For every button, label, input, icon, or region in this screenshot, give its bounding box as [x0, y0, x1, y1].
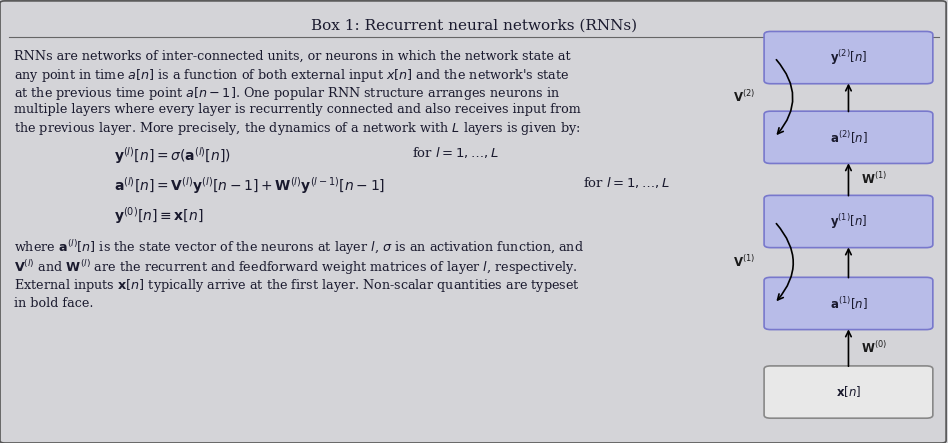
Text: Box 1: Recurrent neural networks (RNNs): Box 1: Recurrent neural networks (RNNs) — [311, 19, 637, 33]
FancyBboxPatch shape — [764, 31, 933, 84]
FancyBboxPatch shape — [764, 366, 933, 418]
Text: $\mathbf{y}^{(2)}[n]$: $\mathbf{y}^{(2)}[n]$ — [830, 48, 867, 67]
Text: for $l = 1, \ldots, L$: for $l = 1, \ldots, L$ — [412, 145, 500, 160]
Text: $\mathbf{W}^{(1)}$: $\mathbf{W}^{(1)}$ — [861, 171, 886, 187]
Text: for $l = 1, \ldots, L$: for $l = 1, \ldots, L$ — [583, 175, 670, 190]
FancyBboxPatch shape — [764, 277, 933, 330]
Text: $\mathbf{a}^{(1)}[n]$: $\mathbf{a}^{(1)}[n]$ — [830, 295, 867, 312]
Text: where $\mathbf{a}^{(l)}[n]$ is the state vector of the neurons at layer $l$, $\s: where $\mathbf{a}^{(l)}[n]$ is the state… — [14, 238, 584, 257]
FancyBboxPatch shape — [764, 111, 933, 163]
Text: $\mathbf{V}^{(2)}$: $\mathbf{V}^{(2)}$ — [733, 89, 755, 105]
Text: $\mathbf{y}^{(l)}[n] = \sigma(\mathbf{a}^{(l)}[n])$: $\mathbf{y}^{(l)}[n] = \sigma(\mathbf{a}… — [114, 145, 230, 166]
Text: $\mathbf{V}^{(l)}$ and $\mathbf{W}^{(l)}$ are the recurrent and feedforward weig: $\mathbf{V}^{(l)}$ and $\mathbf{W}^{(l)}… — [14, 258, 578, 277]
Text: $\mathbf{y}^{(1)}[n]$: $\mathbf{y}^{(1)}[n]$ — [830, 212, 867, 231]
Text: $\mathbf{V}^{(1)}$: $\mathbf{V}^{(1)}$ — [733, 255, 755, 270]
Text: $\mathbf{a}^{(l)}[n] = \mathbf{V}^{(l)}\mathbf{y}^{(l)}[n-1] + \mathbf{W}^{(l)}\: $\mathbf{a}^{(l)}[n] = \mathbf{V}^{(l)}\… — [114, 175, 385, 196]
Text: any point in time $a[n]$ is a function of both external input $x[n]$ and the net: any point in time $a[n]$ is a function o… — [14, 67, 570, 84]
Text: in bold face.: in bold face. — [14, 297, 94, 310]
Text: $\mathbf{a}^{(2)}[n]$: $\mathbf{a}^{(2)}[n]$ — [830, 129, 867, 146]
Text: External inputs $\mathbf{x}[n]$ typically arrive at the first layer. Non-scalar : External inputs $\mathbf{x}[n]$ typicall… — [14, 277, 580, 294]
Text: at the previous time point $a[n-1]$. One popular RNN structure arranges neurons : at the previous time point $a[n-1]$. One… — [14, 85, 560, 102]
Text: $\mathbf{y}^{(0)}[n] \equiv \mathbf{x}[n]$: $\mathbf{y}^{(0)}[n] \equiv \mathbf{x}[n… — [114, 205, 203, 225]
FancyBboxPatch shape — [764, 195, 933, 248]
Text: $\mathbf{x}[n]$: $\mathbf{x}[n]$ — [836, 385, 861, 400]
Text: RNNs are networks of inter-connected units, or neurons in which the network stat: RNNs are networks of inter-connected uni… — [14, 50, 571, 62]
Text: multiple layers where every layer is recurrently connected and also receives inp: multiple layers where every layer is rec… — [14, 103, 581, 116]
Text: the previous layer. More precisely, the dynamics of a network with $L$ layers is: the previous layer. More precisely, the … — [14, 120, 581, 137]
Text: $\mathbf{W}^{(0)}$: $\mathbf{W}^{(0)}$ — [861, 340, 886, 356]
